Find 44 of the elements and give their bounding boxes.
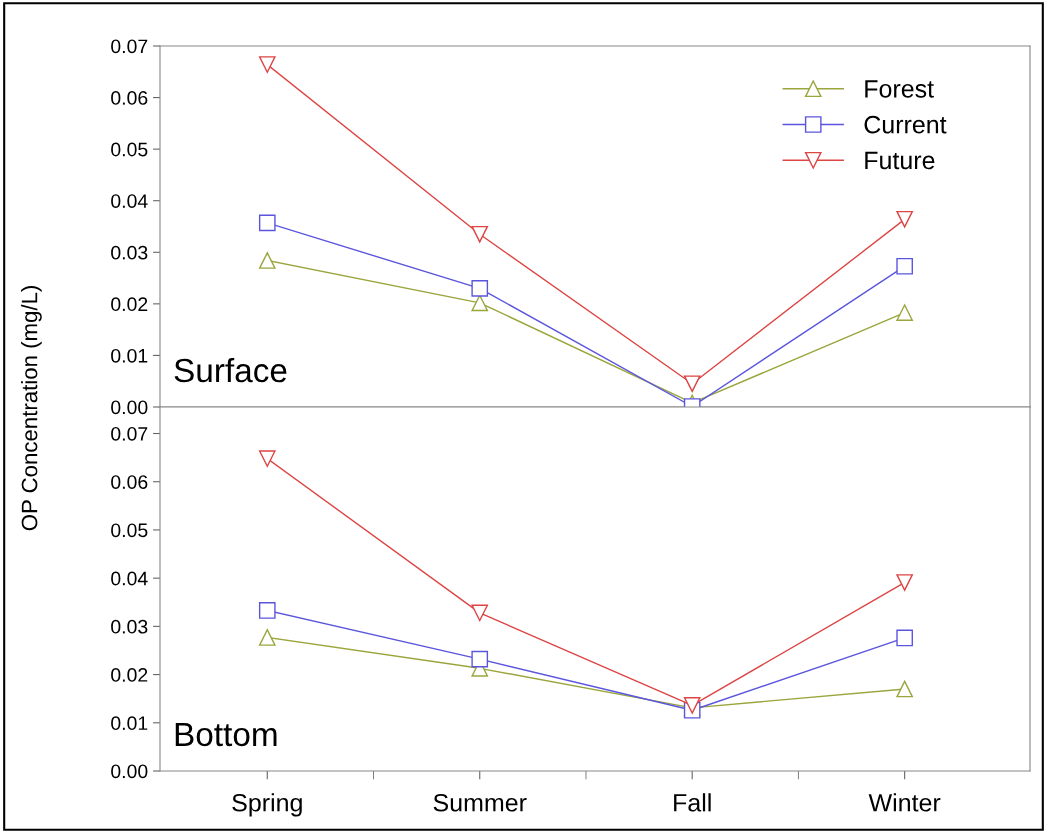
point xyxy=(258,252,276,269)
y-tick-label: 0.07 xyxy=(111,426,148,441)
y-tick-label: 0.03 xyxy=(111,619,148,634)
point xyxy=(258,602,276,619)
y-tick-label: 0.05 xyxy=(111,523,148,538)
annotation: Bottom xyxy=(175,722,277,747)
y-tick-label: 0.01 xyxy=(111,716,148,731)
point xyxy=(258,629,276,646)
point xyxy=(896,629,913,647)
x-tick-label: Spring xyxy=(232,793,302,817)
y-tick-label: 0.03 xyxy=(111,245,148,260)
y-tick-label: 0.02 xyxy=(111,297,148,312)
y-tick-label: 0.04 xyxy=(111,571,148,586)
x-tick-label: Fall xyxy=(674,793,711,812)
legend-label: Current xyxy=(864,115,947,134)
y-tick-label: 0.02 xyxy=(111,668,148,682)
point xyxy=(896,257,913,275)
y-tick-label: 0.05 xyxy=(111,142,148,157)
point xyxy=(258,56,276,73)
legend-label: Future xyxy=(865,151,935,170)
point xyxy=(258,450,276,467)
point xyxy=(471,294,489,312)
point xyxy=(471,650,489,668)
y-tick-label: 0.06 xyxy=(111,475,148,489)
y-tick-label: 0.07 xyxy=(111,39,148,54)
point xyxy=(896,210,913,228)
point xyxy=(683,375,701,393)
x-tick-label: Summer xyxy=(433,793,527,812)
point xyxy=(896,574,913,591)
y-tick-label: 0.00 xyxy=(111,400,148,415)
y-tick-label: 0.00 xyxy=(111,764,148,779)
y-tick-label: 0.04 xyxy=(111,194,148,208)
point xyxy=(896,304,913,321)
point xyxy=(471,604,489,622)
point xyxy=(896,680,913,698)
y-tick-label: 0.01 xyxy=(111,348,148,363)
y-tick-label: 0.06 xyxy=(111,91,148,105)
point xyxy=(471,280,489,297)
annotation: Surface xyxy=(174,357,287,383)
point xyxy=(258,214,276,232)
y-axis-title: OP Concentration (mg/L) xyxy=(21,286,42,531)
x-tick-label: Winter xyxy=(868,793,941,812)
point xyxy=(471,225,489,243)
legend-label: Forest xyxy=(865,80,934,98)
